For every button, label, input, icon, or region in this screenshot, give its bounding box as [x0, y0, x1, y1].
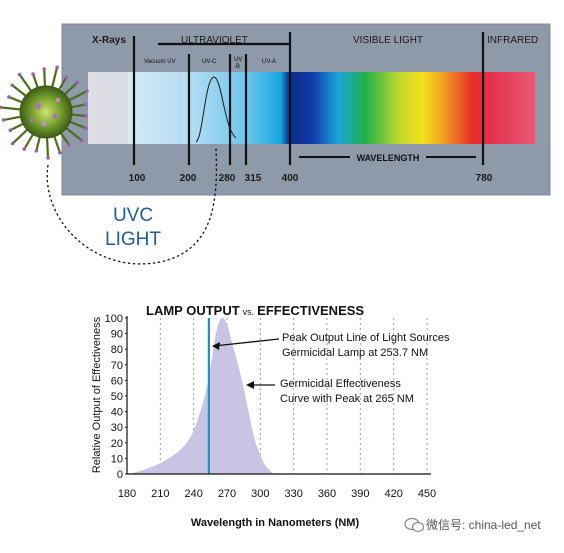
y-tick-label: 60: [111, 375, 123, 387]
virus-spike-tip: [84, 114, 88, 118]
y-tick-labels: 0 10 20 30 40 50 60 70 80 90 100: [105, 313, 127, 481]
x-tick-label: 390: [351, 488, 369, 500]
spectrum-diagram: X-Rays ULTRAVIOLET VISIBLE LIGHT INFRARE…: [61, 23, 551, 196]
x-tick-label: 450: [418, 488, 436, 500]
virus-spike-tip: [10, 83, 15, 88]
uvb-band-label-bottom: -B: [234, 64, 240, 70]
virus-spike-tip: [80, 138, 84, 143]
virus-spike-tip: [8, 128, 13, 132]
virus-spike-tip: [84, 126, 88, 130]
watermark-text: 微信号: china-led_net: [426, 518, 541, 532]
virus-spike-tip: [17, 72, 22, 77]
tick-100: 100: [129, 173, 146, 184]
x-tick-label: 300: [251, 488, 269, 500]
virus-spike-tip: [10, 141, 15, 146]
chart-title-vs: vs.: [243, 307, 255, 317]
tick-200: 200: [180, 173, 197, 184]
uvc-dotted-connector: [46, 147, 218, 265]
infrared-label: INFRARED: [487, 35, 538, 46]
y-tick-label: 90: [111, 329, 123, 341]
x-tick-label: 180: [118, 488, 136, 500]
xrays-label: X-Rays: [92, 35, 126, 46]
y-tick-label: 10: [111, 453, 123, 465]
virus-spike-tip: [42, 67, 46, 71]
virus-spike-tip: [85, 89, 89, 93]
x-tick-label: 210: [151, 488, 169, 500]
uva-band-label: UV-A: [262, 59, 276, 65]
effectiveness-annotation-line1: Germicidal Effectiveness: [280, 378, 401, 390]
virus-spike-tip: [83, 102, 88, 107]
wechat-watermark: 微信号: china-led_net: [404, 517, 541, 533]
virus-spike-tip: [58, 150, 62, 155]
y-tick-label: 0: [117, 469, 123, 481]
virus-spike-tip: [75, 80, 80, 85]
virus-illustration: [0, 65, 89, 160]
y-tick-label: 20: [111, 438, 123, 450]
y-tick-label: 30: [111, 422, 123, 434]
uvc-light-label-line1: UVC: [113, 205, 153, 226]
virus-spike-tip: [1, 118, 6, 122]
effectiveness-curve-area: [130, 317, 274, 474]
virus-spike-tip: [7, 95, 11, 99]
y-tick-label: 50: [111, 391, 123, 403]
vacuum-uv-label: Vacuum UV: [144, 59, 176, 65]
y-tick-label: 80: [111, 344, 123, 356]
y-tick-label: 100: [105, 313, 123, 325]
peak-annotation-line2: Germicidal Lamp at 253.7 NM: [282, 347, 428, 359]
spectrum-bar: [88, 72, 535, 144]
virus-spike-tip: [64, 75, 68, 80]
x-axis-label: Wavelength in Nanometers (NM): [191, 517, 360, 529]
x-tick-label: 330: [284, 488, 302, 500]
chart-title: LAMP OUTPUT vs. EFFECTIVENESS: [146, 303, 364, 318]
y-tick-label: 70: [111, 360, 123, 372]
tick-280: 280: [219, 173, 236, 184]
uvc-band-label: UV-C: [202, 59, 217, 65]
region-dividers: [132, 32, 485, 165]
effectiveness-annotation-line2: Curve with Peak at 265 NM: [280, 393, 414, 405]
virus-spike-tip: [22, 147, 27, 151]
tick-315: 315: [245, 173, 262, 184]
tick-780: 780: [476, 173, 493, 184]
tick-400: 400: [282, 173, 299, 184]
peak-annotation-line1: Peak Output Line of Light Sources: [282, 332, 450, 344]
y-tick-label: 40: [111, 407, 123, 419]
chart-axes: [126, 316, 431, 475]
x-tick-labels: 180 210 240 270 300 330 360 390 420 450: [118, 488, 436, 500]
x-tick-label: 240: [184, 488, 202, 500]
x-tick-label: 420: [384, 488, 402, 500]
virus-spike-tip: [0, 105, 2, 110]
x-tick-label: 360: [318, 488, 336, 500]
ultraviolet-label: ULTRAVIOLET: [181, 35, 248, 46]
mini-effectiveness-curve: [195, 76, 237, 143]
virus-spike-tip: [31, 72, 35, 76]
uvc-light-label-line2: LIGHT: [105, 229, 161, 250]
virus-spike-tip: [34, 149, 39, 153]
chart-title-main: LAMP OUTPUT: [146, 303, 240, 318]
wavelength-label: WAVELENGTH: [357, 153, 420, 163]
virus-spike-tip: [55, 65, 59, 70]
chart-title-end: EFFECTIVENESS: [257, 303, 364, 318]
wechat-icon: [404, 517, 425, 533]
virus-spike-tip: [46, 156, 50, 160]
y-axis-label: Relative Output of Effectiveness: [91, 316, 103, 473]
lamp-output-chart: LAMP OUTPUT vs. EFFECTIVENESS 0 10 20 30 40 50 6…: [91, 303, 450, 529]
x-tick-label: 270: [218, 488, 236, 500]
uvb-band-label-top: UV: [234, 57, 242, 63]
peak-annotation-arrow: [213, 338, 280, 347]
visible-light-label: VISIBLE LIGHT: [353, 35, 423, 46]
virus-spike-tip: [67, 142, 71, 147]
